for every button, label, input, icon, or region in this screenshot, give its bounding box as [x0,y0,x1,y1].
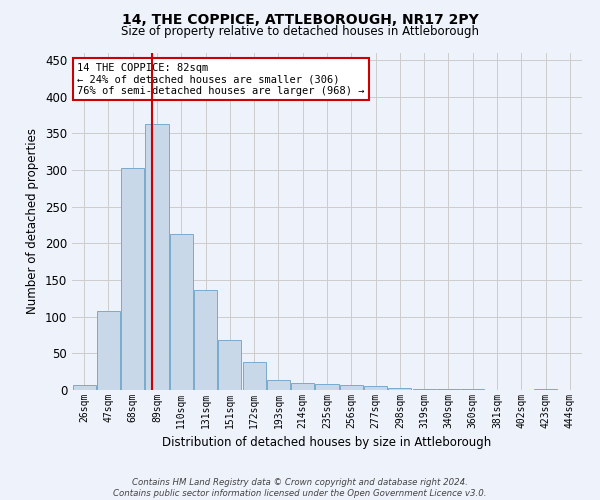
Text: 14 THE COPPICE: 82sqm
← 24% of detached houses are smaller (306)
76% of semi-det: 14 THE COPPICE: 82sqm ← 24% of detached … [77,62,365,96]
Bar [73,385,95,390]
Bar [364,386,387,390]
X-axis label: Distribution of detached houses by size in Attleborough: Distribution of detached houses by size … [163,436,491,450]
Bar [218,340,241,390]
Bar [340,385,363,390]
Bar [170,234,193,390]
Text: Size of property relative to detached houses in Attleborough: Size of property relative to detached ho… [121,25,479,38]
Bar [316,384,338,390]
Text: Contains HM Land Registry data © Crown copyright and database right 2024.
Contai: Contains HM Land Registry data © Crown c… [113,478,487,498]
Bar [388,388,412,390]
Bar [291,382,314,390]
Bar [121,168,144,390]
Bar [145,124,169,390]
Bar [194,290,217,390]
Bar [267,380,290,390]
Bar [242,362,266,390]
Y-axis label: Number of detached properties: Number of detached properties [26,128,40,314]
Bar [97,311,120,390]
Bar [534,388,557,390]
Text: 14, THE COPPICE, ATTLEBOROUGH, NR17 2PY: 14, THE COPPICE, ATTLEBOROUGH, NR17 2PY [122,12,478,26]
Bar [413,388,436,390]
